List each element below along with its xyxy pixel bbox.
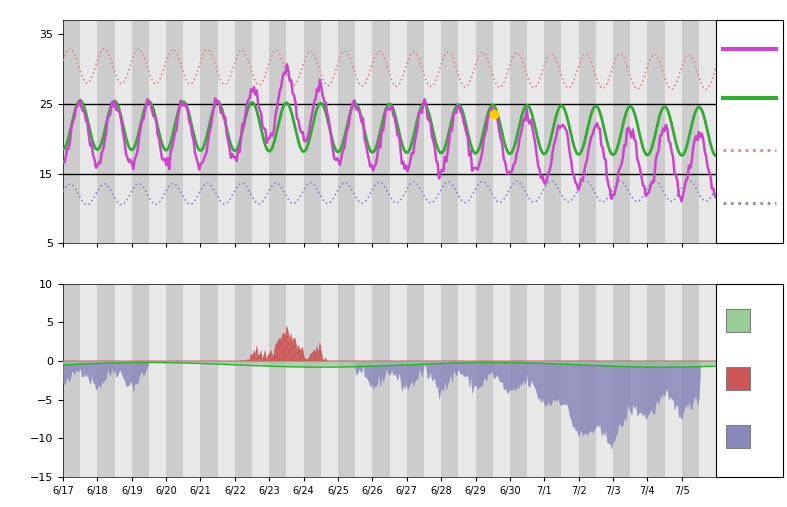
Bar [475,284,493,477]
Bar [338,20,355,243]
Bar [252,284,269,477]
Bar [407,284,424,477]
Bar [664,284,682,477]
Bar [63,284,80,477]
Bar [578,284,596,477]
Bar [355,284,372,477]
Bar [218,284,235,477]
Bar [98,20,115,243]
Bar [613,284,630,477]
Bar [613,20,630,243]
Bar [458,20,475,243]
Bar [269,20,286,243]
Bar [166,20,183,243]
Bar [321,284,338,477]
FancyBboxPatch shape [726,424,750,448]
Bar [338,284,355,477]
Bar [424,284,442,477]
Bar [390,284,407,477]
Bar [561,20,578,243]
Bar [115,284,131,477]
Bar [131,20,149,243]
Bar [304,284,321,477]
Bar [493,284,510,477]
Bar [442,284,458,477]
Bar [166,284,183,477]
Bar [527,20,545,243]
Bar [63,20,80,243]
Bar [682,284,699,477]
Bar [561,284,578,477]
Bar [269,284,286,477]
Bar [699,20,716,243]
Bar [355,20,372,243]
Bar [321,20,338,243]
Bar [115,20,131,243]
Bar [131,284,149,477]
Bar [149,284,166,477]
Bar [98,284,115,477]
Bar [286,284,304,477]
Bar [235,284,252,477]
Bar [630,284,648,477]
Bar [648,284,664,477]
Bar [304,20,321,243]
Bar [596,284,613,477]
Bar [372,284,390,477]
Bar [149,20,166,243]
Bar [407,20,424,243]
Bar [630,20,648,243]
Bar [578,20,596,243]
Bar [664,20,682,243]
Bar [235,20,252,243]
Bar [80,284,98,477]
Bar [201,284,218,477]
Bar [699,284,716,477]
Bar [80,20,98,243]
Bar [545,20,561,243]
Bar [183,20,201,243]
Bar [527,284,545,477]
Bar [475,20,493,243]
Bar [218,20,235,243]
Bar [648,20,664,243]
Bar [183,284,201,477]
Bar [286,20,304,243]
FancyBboxPatch shape [726,367,750,390]
Bar [390,20,407,243]
Bar [510,20,527,243]
Bar [372,20,390,243]
Bar [201,20,218,243]
Bar [682,20,699,243]
Bar [493,20,510,243]
Bar [545,284,561,477]
FancyBboxPatch shape [726,309,750,332]
Bar [458,284,475,477]
Bar [424,20,442,243]
Bar [510,284,527,477]
Bar [252,20,269,243]
Bar [596,20,613,243]
Bar [442,20,458,243]
